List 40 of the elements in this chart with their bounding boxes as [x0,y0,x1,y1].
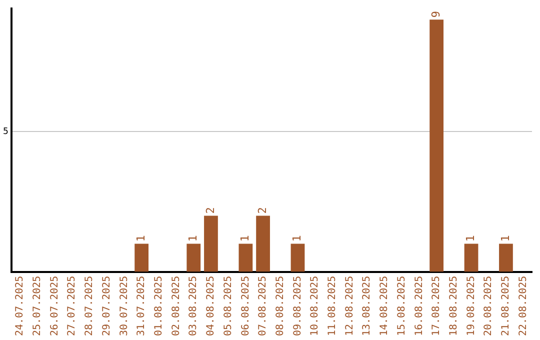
x-tick-label: 18.08.2025 [448,276,460,336]
x-tick-label: 01.08.2025 [154,276,165,336]
x-tick-label: 30.07.2025 [118,276,130,336]
x-tick-label: 24.07.2025 [14,276,26,336]
y-tick-label: 5 [2,127,8,138]
data-label: 1 [498,235,512,242]
x-tick-label: 29.07.2025 [101,276,112,336]
data-label: 1 [134,235,148,242]
x-tick-label: 15.08.2025 [396,276,408,336]
x-tick-label: 08.08.2025 [274,276,286,336]
x-tick-label: 16.08.2025 [414,276,425,336]
data-label: 1 [464,235,478,242]
data-label: 9 [429,10,442,18]
x-tick-label: 05.08.2025 [222,276,234,336]
x-tick-label: 27.07.2025 [66,276,78,336]
x-tick-label: 10.08.2025 [310,276,321,336]
x-tick-label: 02.08.2025 [170,276,182,336]
data-label: 2 [204,207,217,214]
x-tick-label: 22.08.2025 [518,276,529,336]
data-label: 1 [238,235,252,242]
x-tick-label: 14.08.2025 [379,276,390,336]
x-tick-label: 13.08.2025 [362,276,373,336]
x-tick-label: 03.08.2025 [188,276,200,336]
x-tick-label: 09.08.2025 [292,276,304,336]
x-tick-label: 07.08.2025 [258,276,269,336]
x-tick-label: 12.08.2025 [344,276,356,336]
x-tick-label: 19.08.2025 [466,276,477,336]
x-tick-label: 17.08.2025 [431,276,442,336]
x-tick-label: 31.07.2025 [136,276,148,336]
x-tick-label: 06.08.2025 [240,276,252,336]
x-tick-label: 21.08.2025 [500,276,512,336]
data-label: 2 [256,207,269,214]
data-label: 1 [186,235,200,242]
x-tick-label: 25.07.2025 [32,276,44,336]
x-tick-label: 04.08.2025 [206,276,217,336]
x-tick-label: 20.08.2025 [483,276,494,336]
x-tick-label: 28.07.2025 [84,276,96,336]
data-label: 1 [290,235,304,242]
x-tick-label: 26.07.2025 [49,276,60,336]
x-tick-label: 11.08.2025 [327,276,338,336]
